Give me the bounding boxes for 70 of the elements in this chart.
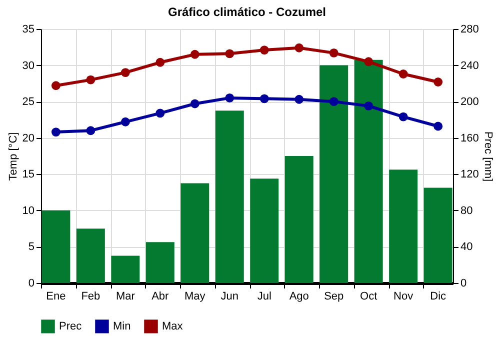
point — [51, 81, 60, 90]
y-tick-label: 10 — [22, 204, 34, 217]
bar — [320, 65, 348, 283]
point — [329, 97, 338, 106]
y-tick-label: 20 — [22, 132, 34, 144]
x-tick-label: Ago — [289, 290, 309, 302]
y-tick-label: 35 — [22, 24, 34, 36]
point — [225, 49, 234, 58]
x-tick-label: May — [184, 290, 206, 302]
chart-title: Gráfico climático - Cozumel — [168, 5, 326, 19]
x-tick-label: Nov — [394, 290, 414, 302]
x-tick-label: Mar — [116, 290, 136, 302]
x-tick-label: Jul — [257, 290, 272, 302]
y2-tick-label: 280 — [460, 24, 479, 36]
point — [398, 112, 408, 122]
x-tick-label: Abr — [152, 290, 170, 302]
bar — [424, 188, 452, 283]
point — [260, 94, 269, 104]
bar — [111, 256, 140, 283]
bar — [389, 170, 418, 283]
bar — [42, 210, 70, 283]
legend-label: Max — [162, 320, 184, 332]
point — [225, 93, 234, 102]
bar — [284, 156, 314, 283]
point — [364, 101, 374, 110]
y2-tick-label: 120 — [460, 168, 479, 181]
point — [51, 128, 60, 137]
y-tick-label: 15 — [22, 168, 34, 181]
bar — [354, 60, 383, 283]
x-tick-label: Ene — [46, 290, 66, 302]
point — [120, 68, 130, 78]
bar — [180, 183, 210, 283]
y2-tick-label: 40 — [460, 241, 473, 254]
bar — [250, 178, 279, 283]
y2-axis-title: Prec [mm] — [482, 131, 494, 182]
point — [294, 94, 304, 104]
x-tick-label: Feb — [81, 290, 100, 302]
y-tick-label: 0 — [28, 278, 34, 290]
point — [434, 122, 443, 131]
point — [156, 58, 165, 67]
point — [86, 75, 96, 84]
y2-tick-label: 160 — [460, 132, 479, 144]
point — [398, 70, 408, 78]
x-tick-label: Jun — [220, 290, 239, 302]
y2-tick-label: 200 — [460, 96, 479, 108]
bar — [146, 242, 174, 283]
y-tick-label: 25 — [22, 96, 34, 108]
bar — [76, 228, 105, 283]
y-tick-label: 30 — [22, 60, 34, 72]
point — [120, 117, 130, 126]
y2-tick-label: 240 — [460, 60, 479, 72]
y2-tick-label: 80 — [460, 204, 473, 217]
point — [260, 46, 269, 55]
point — [364, 57, 374, 66]
point — [294, 43, 304, 52]
point — [329, 48, 338, 58]
point — [434, 78, 443, 86]
legend-label: Prec — [59, 320, 82, 332]
y-axis-title: Temp [°C] — [7, 132, 20, 181]
legend-label: Min — [113, 320, 131, 332]
point — [190, 50, 200, 59]
point — [156, 108, 165, 118]
point — [190, 99, 200, 108]
x-tick-label: Oct — [360, 290, 378, 302]
bar — [215, 110, 244, 283]
x-tick-label: Sep — [324, 290, 344, 302]
point — [86, 126, 96, 136]
y-tick-label: 5 — [28, 241, 34, 254]
x-tick-label: Dic — [430, 290, 447, 302]
y2-tick-label: 0 — [460, 278, 467, 290]
